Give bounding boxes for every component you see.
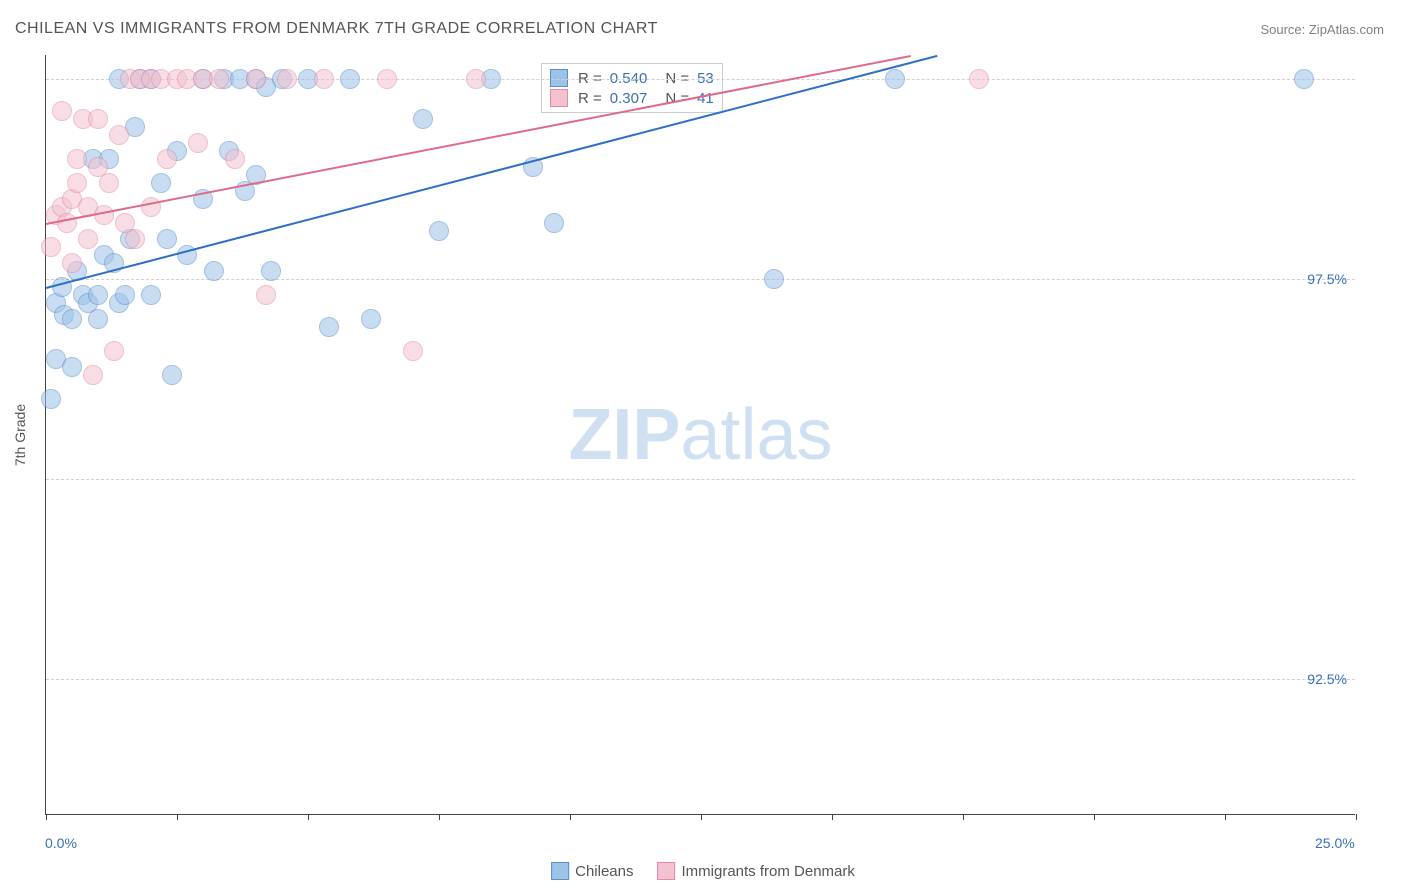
data-point xyxy=(41,389,61,409)
grid-line xyxy=(46,279,1355,280)
legend-stat-r-label: R = xyxy=(578,70,602,87)
y-axis-label: 7th Grade xyxy=(12,404,28,466)
source-label: Source: ZipAtlas.com xyxy=(1260,22,1384,37)
data-point xyxy=(41,237,61,257)
data-point xyxy=(62,253,82,273)
legend-label: Chileans xyxy=(575,863,633,880)
watermark: ZIPatlas xyxy=(568,394,832,476)
data-point xyxy=(141,197,161,217)
y-tick-label: 92.5% xyxy=(1307,671,1347,687)
x-tick xyxy=(439,814,440,820)
data-point xyxy=(403,341,423,361)
x-tick-label: 0.0% xyxy=(45,835,77,851)
data-point xyxy=(764,269,784,289)
data-point xyxy=(88,109,108,129)
x-tick xyxy=(1094,814,1095,820)
data-point xyxy=(141,285,161,305)
data-point xyxy=(1294,69,1314,89)
data-point xyxy=(88,285,108,305)
data-point xyxy=(109,125,129,145)
x-tick xyxy=(46,814,47,820)
data-point xyxy=(83,365,103,385)
data-point xyxy=(261,261,281,281)
data-point xyxy=(319,317,339,337)
x-tick xyxy=(963,814,964,820)
data-point xyxy=(969,69,989,89)
legend-row: R = 0.540 N = 53 xyxy=(550,68,714,88)
grid-line xyxy=(46,479,1355,480)
x-tick xyxy=(1225,814,1226,820)
data-point xyxy=(99,173,119,193)
data-point xyxy=(62,357,82,377)
data-point xyxy=(885,69,905,89)
data-point xyxy=(377,69,397,89)
data-point xyxy=(57,213,77,233)
x-tick xyxy=(1356,814,1357,820)
data-point xyxy=(256,285,276,305)
watermark-rest: atlas xyxy=(680,395,832,475)
data-point xyxy=(340,69,360,89)
x-tick xyxy=(701,814,702,820)
legend-label: Immigrants from Denmark xyxy=(682,863,855,880)
legend-stat-n-label: N = xyxy=(665,70,689,87)
data-point xyxy=(277,69,297,89)
data-point xyxy=(62,309,82,329)
legend-swatch xyxy=(550,69,568,87)
legend-swatch xyxy=(550,89,568,107)
stats-legend: R =0.540N =53R =0.307N =41 xyxy=(541,63,723,113)
data-point xyxy=(52,101,72,121)
bottom-legend: Chileans Immigrants from Denmark xyxy=(551,862,855,880)
chart-container: CHILEAN VS IMMIGRANTS FROM DENMARK 7TH G… xyxy=(0,0,1406,892)
legend-stat-n-value: 53 xyxy=(697,70,714,87)
bottom-legend-item: Immigrants from Denmark xyxy=(658,862,855,880)
legend-stat-r-value: 0.307 xyxy=(610,90,648,107)
x-tick xyxy=(177,814,178,820)
data-point xyxy=(314,69,334,89)
data-point xyxy=(67,149,87,169)
legend-swatch xyxy=(551,862,569,880)
data-point xyxy=(361,309,381,329)
data-point xyxy=(125,229,145,249)
data-point xyxy=(204,261,224,281)
legend-stat-r-label: R = xyxy=(578,90,602,107)
data-point xyxy=(88,309,108,329)
data-point xyxy=(413,109,433,129)
data-point xyxy=(115,285,135,305)
data-point xyxy=(429,221,449,241)
grid-line xyxy=(46,679,1355,680)
data-point xyxy=(209,69,229,89)
data-point xyxy=(544,213,564,233)
y-tick-label: 97.5% xyxy=(1307,271,1347,287)
x-tick xyxy=(570,814,571,820)
data-point xyxy=(151,173,171,193)
data-point xyxy=(104,341,124,361)
plot-area: ZIPatlas R =0.540N =53R =0.307N =41 92.5… xyxy=(45,55,1355,815)
data-point xyxy=(466,69,486,89)
data-point xyxy=(157,149,177,169)
watermark-bold: ZIP xyxy=(568,395,680,475)
chart-title: CHILEAN VS IMMIGRANTS FROM DENMARK 7TH G… xyxy=(15,20,658,38)
x-tick xyxy=(308,814,309,820)
x-tick xyxy=(832,814,833,820)
data-point xyxy=(246,69,266,89)
data-point xyxy=(225,149,245,169)
legend-swatch xyxy=(658,862,676,880)
x-tick-label: 25.0% xyxy=(1315,835,1355,851)
bottom-legend-item: Chileans xyxy=(551,862,633,880)
legend-stat-r-value: 0.540 xyxy=(610,70,648,87)
data-point xyxy=(67,173,87,193)
data-point xyxy=(157,229,177,249)
data-point xyxy=(78,229,98,249)
data-point xyxy=(162,365,182,385)
data-point xyxy=(188,133,208,153)
trend-line xyxy=(46,55,937,289)
